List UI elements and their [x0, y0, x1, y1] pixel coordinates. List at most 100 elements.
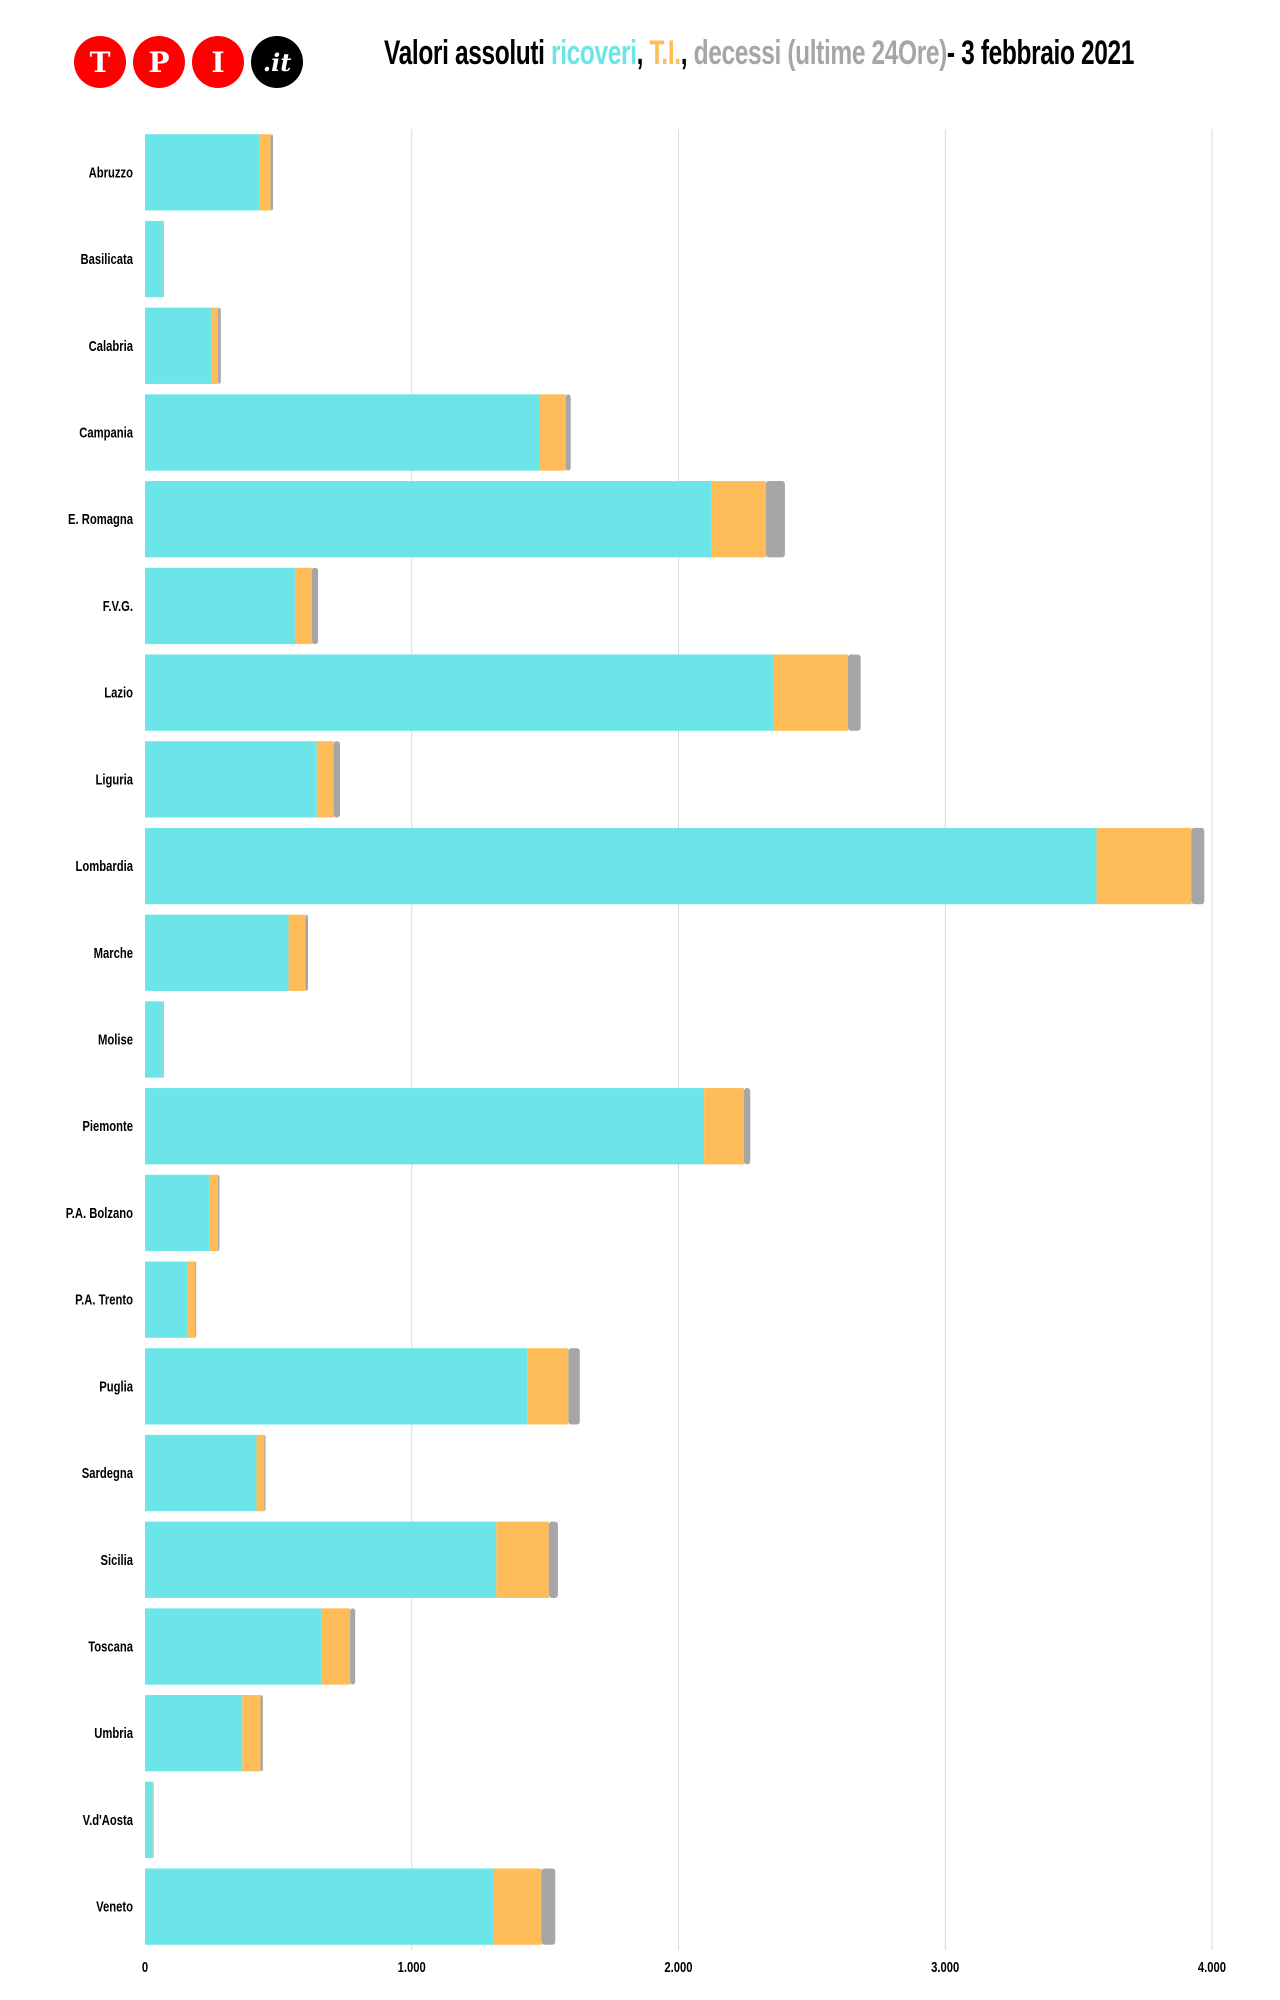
bar-decessi [163, 220, 164, 298]
bar-ti [496, 1521, 549, 1598]
category-label: Marche [94, 944, 133, 961]
category-label: Abruzzo [89, 164, 133, 181]
bar-ti [704, 1088, 744, 1165]
tpi-logo: T P I .it [74, 36, 303, 88]
bar-ricoveri [145, 1868, 494, 1945]
bar-ricoveri [145, 914, 289, 991]
bar-ricoveri [145, 1348, 528, 1425]
bar-ti [321, 1608, 351, 1685]
bar-decessi [333, 741, 340, 818]
bar-ricoveri [145, 1001, 163, 1078]
category-label: Lazio [104, 684, 133, 701]
category-label: Sardegna [82, 1464, 134, 1481]
category-label: P.A. Trento [75, 1291, 133, 1308]
bar-ti [711, 481, 766, 558]
logo-letter: T [74, 36, 126, 88]
bar-decessi [305, 914, 308, 991]
bar-ricoveri [145, 307, 212, 384]
category-label: Veneto [96, 1898, 133, 1915]
category-label: P.A. Bolzano [66, 1204, 133, 1221]
bar-ricoveri [145, 567, 295, 645]
bar-decessi [350, 1608, 356, 1685]
logo-letter: P [133, 36, 185, 88]
bar-decessi [743, 1088, 751, 1165]
bar-ti [527, 1348, 569, 1425]
bar-decessi [548, 1521, 558, 1598]
x-tick-label: 4.000 [1198, 1958, 1226, 1975]
category-label: V.d'Aosta [83, 1811, 134, 1828]
chart-title: Valori assoluti ricoveri, T.I., decessi … [384, 34, 1134, 73]
bar-decessi [565, 394, 571, 471]
bar-ti [242, 1695, 261, 1772]
bar-decessi [847, 654, 861, 731]
bar-ricoveri [145, 827, 1097, 905]
title-date: - 3 febbraio 2021 [946, 34, 1135, 72]
category-label: E. Romagna [68, 511, 134, 528]
bar-decessi [163, 1001, 164, 1078]
title-prefix: Valori assoluti [384, 34, 552, 72]
title-sep: , [636, 34, 650, 72]
bar-ti [162, 220, 164, 298]
bar-ricoveri [145, 1174, 210, 1252]
bar-ricoveri [145, 394, 541, 471]
bar-decessi [218, 307, 221, 384]
bar-ricoveri [145, 220, 163, 298]
x-tick-label: 2.000 [664, 1958, 692, 1975]
bar-ricoveri [145, 134, 260, 211]
bar-ti [294, 567, 312, 645]
title-series-ricoveri: ricoveri [551, 34, 637, 72]
bar-ti [316, 741, 334, 818]
bar-decessi [311, 567, 319, 645]
logo-letter: .it [251, 36, 303, 88]
category-label: Sicilia [100, 1551, 133, 1568]
category-label: Umbria [94, 1725, 133, 1742]
bar-ti [162, 1001, 164, 1078]
bar-ricoveri [145, 1434, 257, 1512]
bar-decessi [765, 481, 785, 558]
bar-ti [209, 1174, 219, 1252]
bar-decessi [1191, 827, 1205, 905]
title-series-ti: T.I. [649, 34, 682, 72]
category-label: Lombardia [76, 857, 134, 874]
bar-ricoveri [145, 654, 774, 731]
x-tick-label: 3.000 [931, 1958, 959, 1975]
bar-ricoveri [145, 1695, 243, 1772]
bar-ricoveri [145, 741, 317, 818]
bar-decessi [153, 1781, 154, 1859]
title-sep: , [680, 34, 694, 72]
bar-ti [256, 1434, 265, 1512]
category-label: Toscana [88, 1638, 133, 1655]
category-label: Puglia [99, 1378, 133, 1395]
bar-ricoveri [145, 481, 712, 558]
category-label: Calabria [89, 337, 134, 354]
bar-decessi [218, 1174, 220, 1252]
bar-ti [152, 1781, 154, 1859]
title-series-decessi: decessi (ultime 24Ore) [693, 34, 948, 72]
x-tick-label: 1.000 [398, 1958, 426, 1975]
bar-ricoveri [145, 1261, 188, 1338]
bar-decessi [264, 1434, 266, 1512]
bar-decessi [541, 1868, 556, 1945]
bar-ti [540, 394, 566, 471]
logo-letter: I [192, 36, 244, 88]
category-label: Molise [98, 1031, 133, 1048]
bar-ti [187, 1261, 196, 1338]
bar-decessi [195, 1261, 197, 1338]
bar-ricoveri [145, 1781, 153, 1859]
bar-decessi [260, 1695, 263, 1772]
bar-ti [773, 654, 848, 731]
bar-ti [493, 1868, 542, 1945]
category-label: Basilicata [80, 250, 133, 267]
bar-decessi [270, 134, 274, 211]
bar-ti [288, 914, 306, 991]
category-label: Piemonte [82, 1118, 133, 1135]
bar-ti [1096, 827, 1192, 905]
category-label: Campania [79, 424, 133, 441]
bar-ti [259, 134, 271, 211]
category-label: F.V.G. [103, 597, 133, 614]
x-tick-label: 0 [142, 1958, 148, 1975]
bar-ti [211, 307, 219, 384]
bar-decessi [568, 1348, 580, 1425]
bar-ricoveri [145, 1088, 705, 1165]
